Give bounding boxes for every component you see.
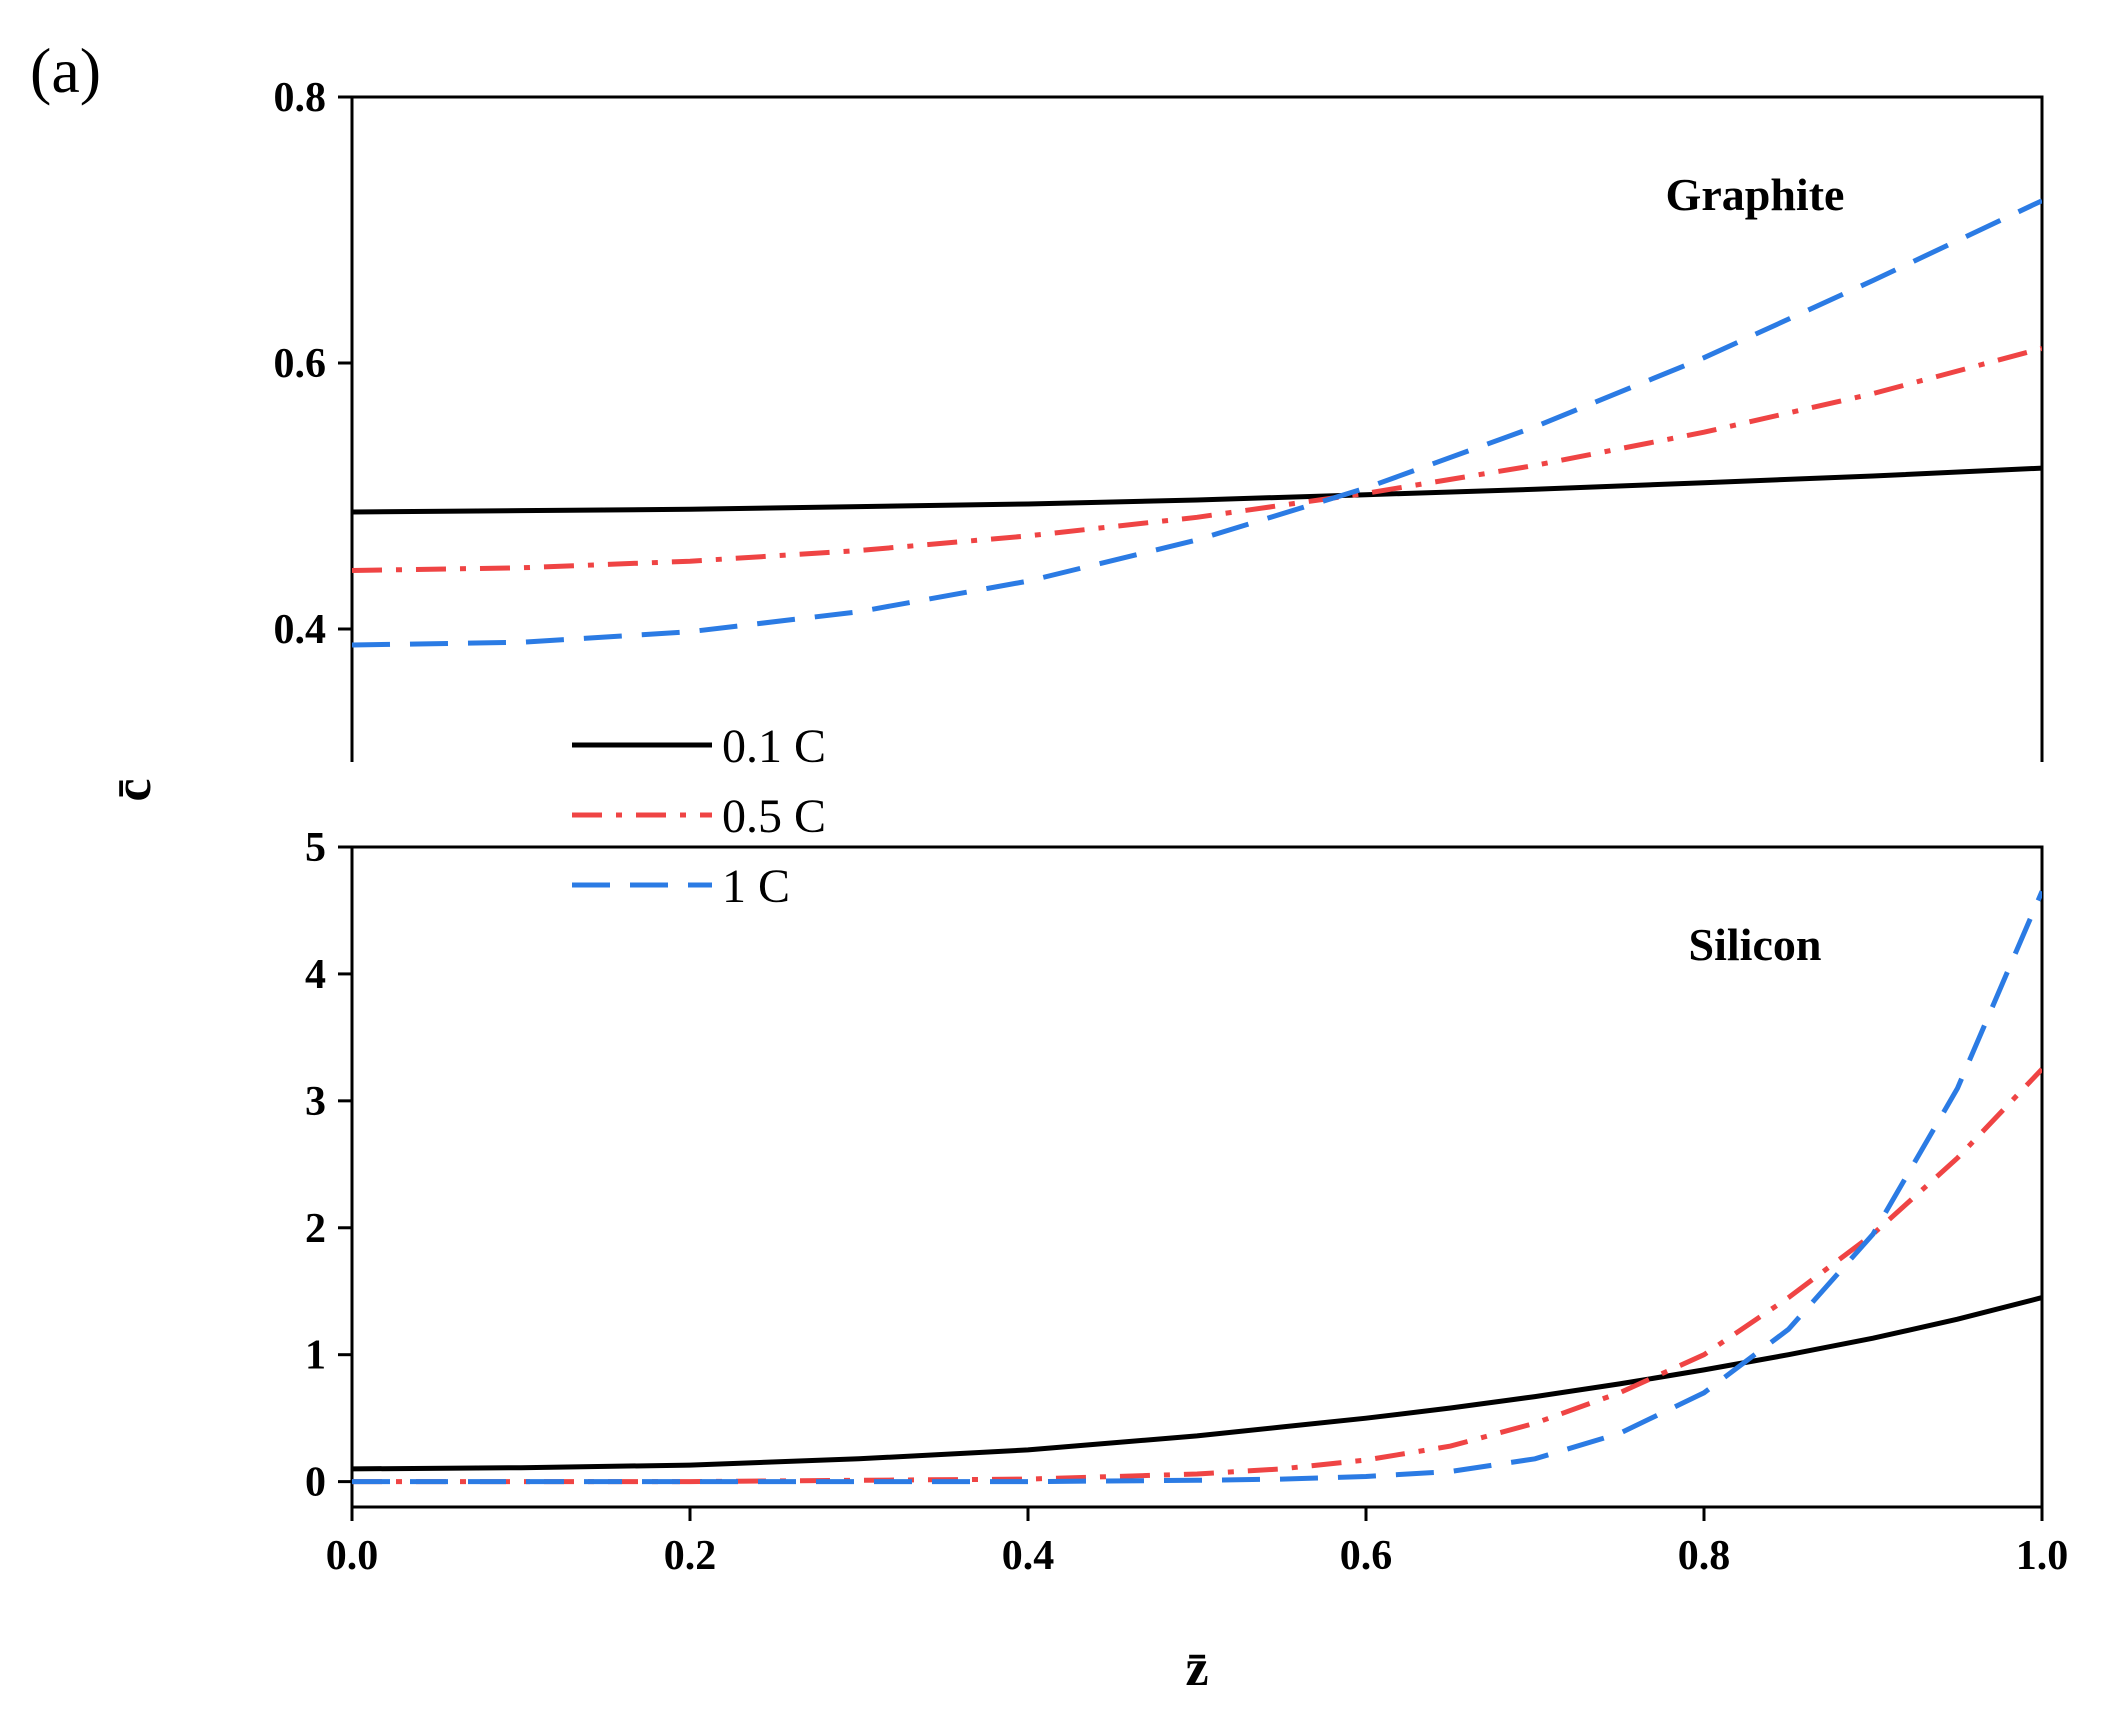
graphite-title: Graphite (1666, 169, 1845, 220)
silicon-y-tick-label: 5 (305, 825, 326, 871)
silicon-x-tick-label: 0.2 (664, 1533, 717, 1579)
graphite-y-tick-label: 0.8 (274, 75, 327, 121)
graphite-panel: 0.4 0.6 0.8 Graphite (274, 75, 2044, 762)
silicon-title: Silicon (1689, 919, 1822, 970)
legend: 0.1 C 0.5 C 1 C (572, 720, 826, 913)
legend-label-c1: 1 C (722, 860, 790, 913)
silicon-x-tick-label: 0.6 (1340, 1533, 1393, 1579)
panel-letter: (a) (30, 35, 101, 106)
silicon-series-c05 (352, 1067, 2042, 1485)
graphite-series-c01 (352, 465, 2042, 515)
y-axis-label: c̄ (105, 778, 162, 801)
silicon-series-c01 (352, 1295, 2042, 1472)
graphite-frame (350, 95, 2044, 762)
silicon-y-tick-label: 2 (305, 1206, 326, 1252)
graphite-y-tick-label: 0.4 (274, 607, 327, 653)
silicon-y-tick-label: 3 (305, 1079, 326, 1125)
silicon-x-tick-label: 0.8 (1678, 1533, 1731, 1579)
legend-label-c05: 0.5 C (722, 790, 826, 843)
silicon-x-tick-label: 1.0 (2016, 1533, 2069, 1579)
silicon-y-tick-label: 0 (305, 1460, 326, 1506)
silicon-x-tick-label: 0.0 (326, 1533, 379, 1579)
graphite-series-c1 (352, 198, 2042, 648)
graphite-series-c05 (352, 345, 2042, 573)
legend-label-c01: 0.1 C (722, 720, 826, 773)
silicon-series-c1 (352, 890, 2042, 1485)
silicon-y-tick-label: 4 (305, 952, 326, 998)
x-axis-label: z̄ (1185, 1640, 1208, 1697)
silicon-y-tick-label: 1 (305, 1333, 326, 1379)
graphite-y-tick-label: 0.6 (274, 341, 327, 387)
silicon-panel: 0 1 2 3 4 5 0.0 0.2 0.4 0.6 0.8 1.0 Silicon (305, 825, 2068, 1579)
silicon-frame (350, 845, 2044, 1509)
silicon-x-tick-label: 0.4 (1002, 1533, 1055, 1579)
